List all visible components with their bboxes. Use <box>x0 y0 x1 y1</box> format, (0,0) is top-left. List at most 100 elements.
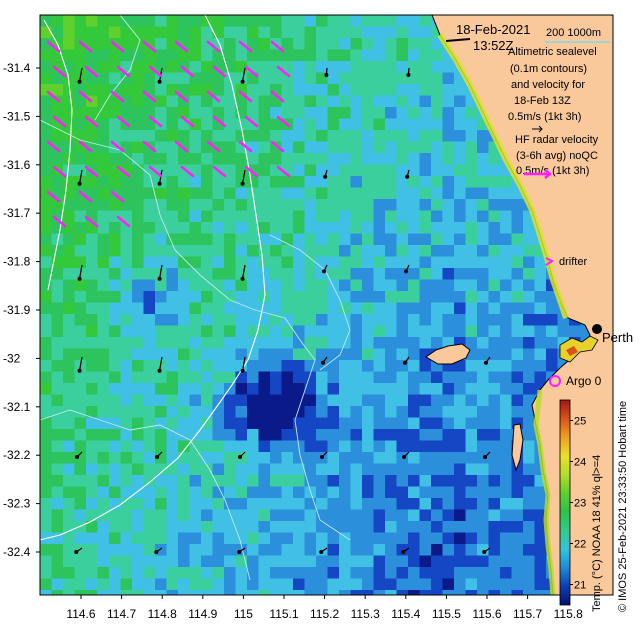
sst-cell <box>40 544 52 556</box>
rottnest-island <box>425 343 471 365</box>
sst-cell <box>431 440 443 453</box>
sst-cell <box>270 452 282 464</box>
sst-cell <box>419 15 432 27</box>
sst-cell <box>500 245 512 257</box>
sst-cell <box>316 371 328 384</box>
sst-cell <box>488 567 501 579</box>
sst-cell <box>155 417 167 430</box>
sst-cell <box>281 26 294 39</box>
hf-radar-arrow <box>148 165 163 178</box>
sst-cell <box>442 486 455 499</box>
sst-cell <box>189 578 202 591</box>
sst-cell <box>419 521 432 533</box>
sst-cell <box>316 176 328 188</box>
sst-cell <box>63 452 75 464</box>
sst-cell <box>500 578 512 591</box>
sst-cell <box>627 349 639 361</box>
sst-cell <box>247 509 259 522</box>
sst-cell <box>327 567 340 579</box>
sst-cell <box>270 337 282 349</box>
sst-cell <box>615 314 627 326</box>
lat-tick-label: -32.3 <box>3 497 31 511</box>
sst-cell <box>40 463 52 476</box>
sst-cell <box>212 314 225 326</box>
sst-cell <box>281 371 294 384</box>
sst-cell <box>63 61 75 73</box>
sst-cell <box>120 440 133 453</box>
sst-cell <box>178 486 190 499</box>
sst-cell <box>373 61 386 73</box>
sst-cell <box>281 233 294 246</box>
sst-cell <box>500 602 512 614</box>
sst-cell <box>373 107 386 119</box>
sst-cell <box>454 440 466 453</box>
sst-cell <box>408 291 420 303</box>
sst-cell <box>86 233 98 246</box>
sst-cell <box>86 360 98 372</box>
sst-cell <box>155 486 167 499</box>
sst-cell <box>132 463 144 476</box>
sst-cell <box>143 49 156 62</box>
sst-cell <box>615 199 627 211</box>
sst-cell <box>235 394 248 407</box>
sst-cell <box>74 452 87 464</box>
sst-cell <box>63 222 75 234</box>
sst-cell <box>465 521 478 533</box>
sst-cell <box>488 463 501 476</box>
sst-cell <box>534 371 547 384</box>
sst-cell <box>63 176 75 188</box>
sst-cell <box>258 256 271 269</box>
sst-cell <box>431 49 443 62</box>
sst-cell <box>373 532 386 545</box>
sst-cell <box>270 130 282 142</box>
sst-cell <box>281 567 294 579</box>
sst-cell <box>396 118 409 131</box>
hf-radar-arrow <box>238 140 253 153</box>
sst-cell <box>454 141 466 154</box>
sst-cell <box>97 210 110 223</box>
sst-cell <box>465 141 478 154</box>
sst-cell <box>304 118 317 131</box>
sst-cell <box>327 141 340 154</box>
sst-cell <box>281 532 294 545</box>
sst-cell <box>143 279 156 292</box>
sst-cell <box>327 498 340 510</box>
sst-cell <box>396 578 409 591</box>
sst-cell <box>316 130 328 142</box>
lon-tick-label: 115.8 <box>554 607 583 621</box>
sst-cell <box>51 302 64 315</box>
sst-cell <box>385 256 397 269</box>
sst-cell <box>385 26 397 39</box>
sst-cell <box>281 383 294 395</box>
sst-cell <box>523 383 535 395</box>
sst-cell <box>178 521 190 533</box>
sst-cell <box>488 509 501 522</box>
sst-cell <box>74 429 87 441</box>
sst-cell <box>281 107 294 119</box>
sst-cell <box>235 406 248 418</box>
sst-cell <box>396 72 409 85</box>
sst-cell <box>327 26 340 39</box>
sst-cell <box>166 176 179 188</box>
sst-cell <box>143 268 156 280</box>
sst-cell <box>419 38 432 50</box>
hf-radar-legend: HF radar velocity (3-6h avg) noQC 0.5m/s… <box>515 134 599 179</box>
sst-cell <box>51 210 64 223</box>
sst-cell <box>293 509 305 522</box>
sst-cell <box>454 176 466 188</box>
sst-cell <box>189 256 202 269</box>
sst-cell <box>258 210 271 223</box>
hf-radar-arrow <box>78 40 93 53</box>
sst-cell <box>293 463 305 476</box>
sst-cell <box>270 314 282 326</box>
sst-cell <box>465 325 478 338</box>
sst-cell <box>178 590 190 595</box>
sst-cell <box>189 164 202 177</box>
sst-cell <box>385 118 397 131</box>
sst-cell <box>247 578 259 591</box>
sst-cell <box>327 72 340 85</box>
sst-cell <box>63 84 75 96</box>
lat-tick-label: -31.4 <box>3 61 31 75</box>
sst-cell <box>362 555 374 568</box>
sst-cell <box>97 199 110 211</box>
